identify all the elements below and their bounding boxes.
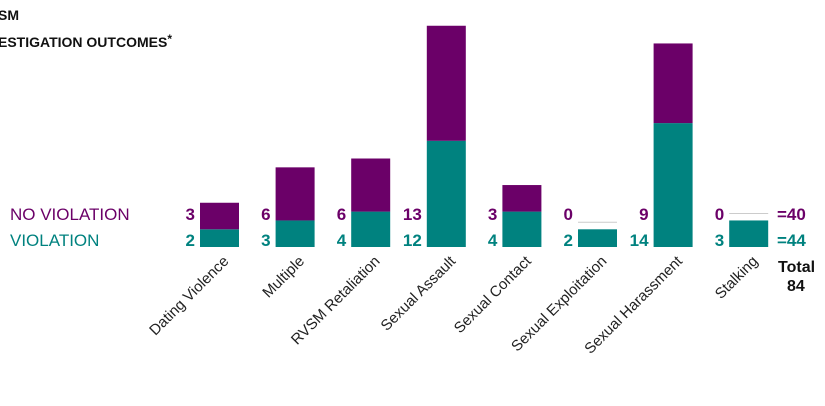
bar-no-violation-multiple xyxy=(275,167,315,221)
category-label-multiple: Multiple xyxy=(259,253,308,302)
bar-violation-dating-violence xyxy=(200,229,239,247)
bar-violation-sexual-exploitation xyxy=(578,229,617,247)
value-label-no-violation-sexual-exploitation: 0 xyxy=(564,205,573,224)
value-label-violation-stalking: 3 xyxy=(715,231,724,250)
value-label-no-violation-sexual-assault: 13 xyxy=(403,205,422,224)
bar-no-violation-dating-violence xyxy=(200,202,239,230)
value-labels-group: 3 2 6 3 6 4 13 12 3 4 0 2 9 14 0 3 xyxy=(186,205,725,250)
total-violation: =44 xyxy=(777,231,806,250)
chart-title-line-2: ESTIGATION OUTCOMES* xyxy=(0,32,172,50)
legend-no-violation: NO VIOLATION xyxy=(10,205,130,224)
bar-no-violation-rvsm-retaliation xyxy=(351,158,391,212)
value-label-violation-sexual-assault: 12 xyxy=(403,231,422,250)
category-label-sexual-contact: Sexual Contact xyxy=(451,252,536,337)
value-label-no-violation-dating-violence: 3 xyxy=(186,205,195,224)
value-label-violation-sexual-exploitation: 2 xyxy=(564,231,573,250)
value-label-violation-sexual-contact: 4 xyxy=(488,231,498,250)
bar-violation-multiple xyxy=(275,220,315,247)
bar-violation-stalking xyxy=(729,220,769,247)
legend-violation: VIOLATION xyxy=(10,231,99,250)
value-label-violation-dating-violence: 2 xyxy=(186,231,195,250)
value-label-no-violation-multiple: 6 xyxy=(261,205,270,224)
category-label-dating-violence: Dating Violence xyxy=(146,253,232,339)
value-label-violation-sexual-harassment: 14 xyxy=(630,231,649,250)
total-no-violation: =40 xyxy=(777,205,806,224)
bars-group xyxy=(200,25,769,247)
bar-violation-rvsm-retaliation xyxy=(351,211,391,247)
value-label-no-violation-sexual-harassment: 9 xyxy=(639,205,648,224)
bar-no-violation-sexual-assault xyxy=(426,25,466,141)
bar-no-violation-sexual-contact xyxy=(502,185,542,212)
bar-violation-sexual-assault xyxy=(426,140,466,247)
value-label-no-violation-rvsm-retaliation: 6 xyxy=(337,205,346,224)
category-label-sexual-assault: Sexual Assault xyxy=(378,252,460,334)
value-label-violation-multiple: 3 xyxy=(261,231,270,250)
chart-title-line-1: SM xyxy=(0,7,19,23)
total-value: 84 xyxy=(787,278,805,295)
total-label: Total xyxy=(778,259,815,276)
bar-violation-sexual-contact xyxy=(502,211,542,247)
category-label-stalking: Stalking xyxy=(712,253,762,303)
value-label-no-violation-stalking: 0 xyxy=(715,205,724,224)
bar-violation-sexual-harassment xyxy=(653,123,693,247)
value-label-violation-rvsm-retaliation: 4 xyxy=(337,231,347,250)
value-label-no-violation-sexual-contact: 3 xyxy=(488,205,497,224)
bar-no-violation-sexual-harassment xyxy=(653,43,693,124)
